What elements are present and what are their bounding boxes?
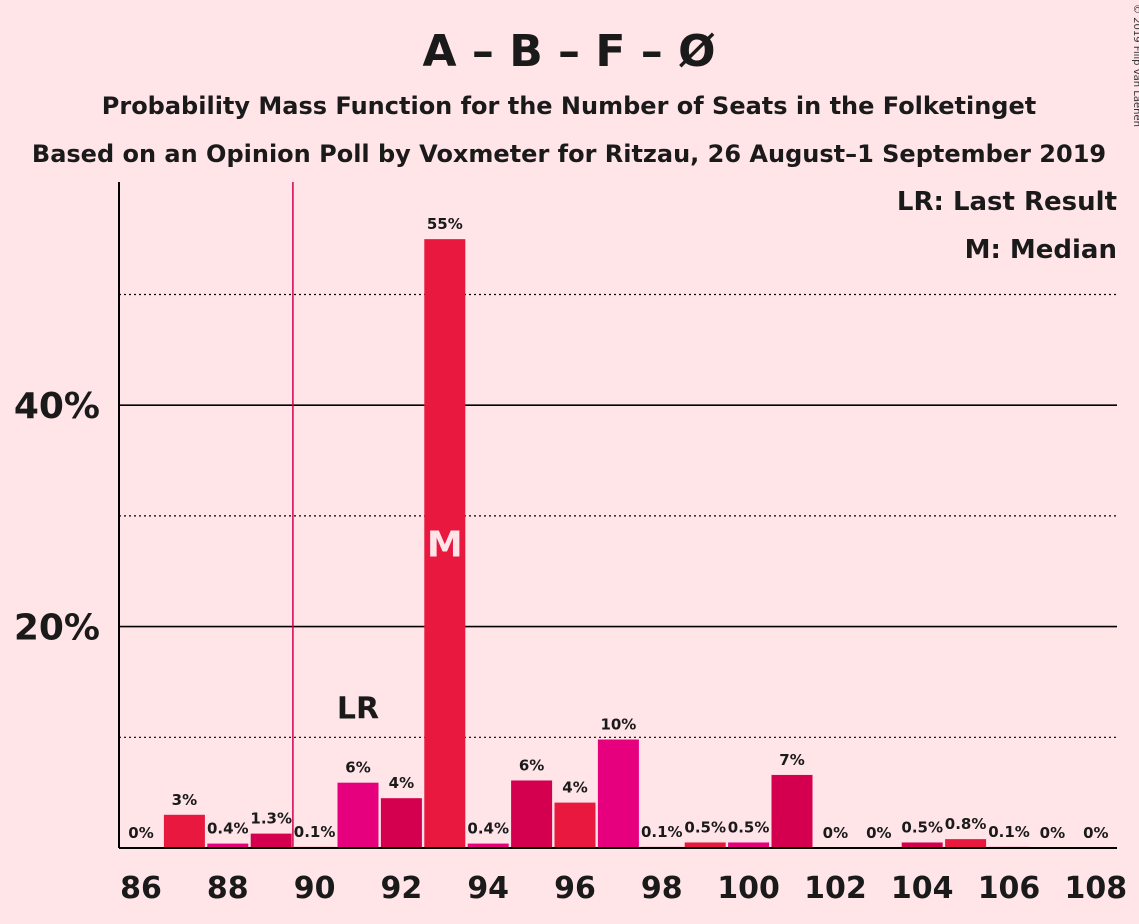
bar-value-label: 0% xyxy=(1040,824,1065,842)
x-tick-label: 94 xyxy=(467,871,509,906)
x-tick-label: 96 xyxy=(554,871,596,906)
bar-value-label: 0.4% xyxy=(207,820,249,838)
bar-value-label: 3% xyxy=(172,791,197,809)
bar-value-label: 0% xyxy=(128,824,153,842)
y-tick-label: 20% xyxy=(14,608,100,649)
bar xyxy=(771,774,813,848)
credit-text: © 2019 Filip van Laenen xyxy=(1131,4,1139,127)
axes: 20% 40% 86 88 90 92 94 96 98 100 102 104 106 108 xyxy=(14,182,1127,906)
bar xyxy=(945,839,987,848)
bar-value-label: 0.5% xyxy=(901,818,943,836)
bars xyxy=(163,239,1030,848)
x-tick-label: 92 xyxy=(381,871,423,906)
legend-last-result: LR: Last Result xyxy=(897,187,1117,217)
bar-value-label: 0% xyxy=(1083,824,1108,842)
bar xyxy=(511,780,553,848)
bar-value-label: 0.5% xyxy=(728,818,770,836)
bar-value-label: 0.4% xyxy=(467,820,509,838)
x-tick-label: 86 xyxy=(120,871,162,906)
x-tick-label: 106 xyxy=(978,871,1041,906)
chart-subtitle-2: Based on an Opinion Poll by Voxmeter for… xyxy=(32,140,1106,168)
x-tick-label: 88 xyxy=(207,871,249,906)
bar-value-label: 4% xyxy=(562,779,587,797)
bar-value-label: 10% xyxy=(600,716,636,734)
bar-value-label: 55% xyxy=(427,215,463,233)
bar xyxy=(337,782,379,848)
bar-value-label: 0.1% xyxy=(988,823,1030,841)
bar-value-label: 0.1% xyxy=(294,823,336,841)
x-tick-label: 100 xyxy=(717,871,780,906)
bar xyxy=(424,239,466,848)
chart-title: A – B – F – Ø xyxy=(423,26,716,77)
x-tick-label: 98 xyxy=(641,871,683,906)
bar-value-label: 0.1% xyxy=(641,823,683,841)
x-tick-label: 90 xyxy=(294,871,336,906)
bar xyxy=(728,842,770,848)
bar xyxy=(554,802,596,848)
data-labels: 0%3%0.4%1.3%0.1%6%4%55%0.4%6%4%10%0.1% 0.… xyxy=(128,215,1108,842)
x-tick-label: 104 xyxy=(891,871,954,906)
bar xyxy=(684,842,726,848)
bar xyxy=(597,739,639,848)
bar-value-label: 0% xyxy=(823,824,848,842)
bar xyxy=(207,843,249,848)
bar-value-label: 1.3% xyxy=(250,810,292,828)
legend: LR: Last Result M: Median xyxy=(897,187,1117,265)
x-tick-label: 102 xyxy=(804,871,867,906)
bar-value-label: 4% xyxy=(389,774,414,792)
bar-value-label: 6% xyxy=(345,759,370,777)
bar-value-label: 6% xyxy=(519,756,544,774)
x-tick-label: 108 xyxy=(1064,871,1127,906)
bar-value-label: 0.8% xyxy=(945,815,987,833)
bar xyxy=(250,833,292,848)
grid-lines xyxy=(119,182,1117,848)
last-result-marker: LR xyxy=(337,692,379,727)
bar xyxy=(380,798,422,848)
bar xyxy=(467,843,509,848)
median-marker: M xyxy=(427,525,463,566)
bar xyxy=(901,842,943,848)
chart-subtitle-1: Probability Mass Function for the Number… xyxy=(102,92,1036,120)
legend-median: M: Median xyxy=(965,235,1117,265)
bar-value-label: 7% xyxy=(779,751,804,769)
y-tick-label: 40% xyxy=(14,386,100,427)
bar xyxy=(163,814,205,848)
bar-value-label: 0% xyxy=(866,824,891,842)
bar-value-label: 0.5% xyxy=(684,818,726,836)
